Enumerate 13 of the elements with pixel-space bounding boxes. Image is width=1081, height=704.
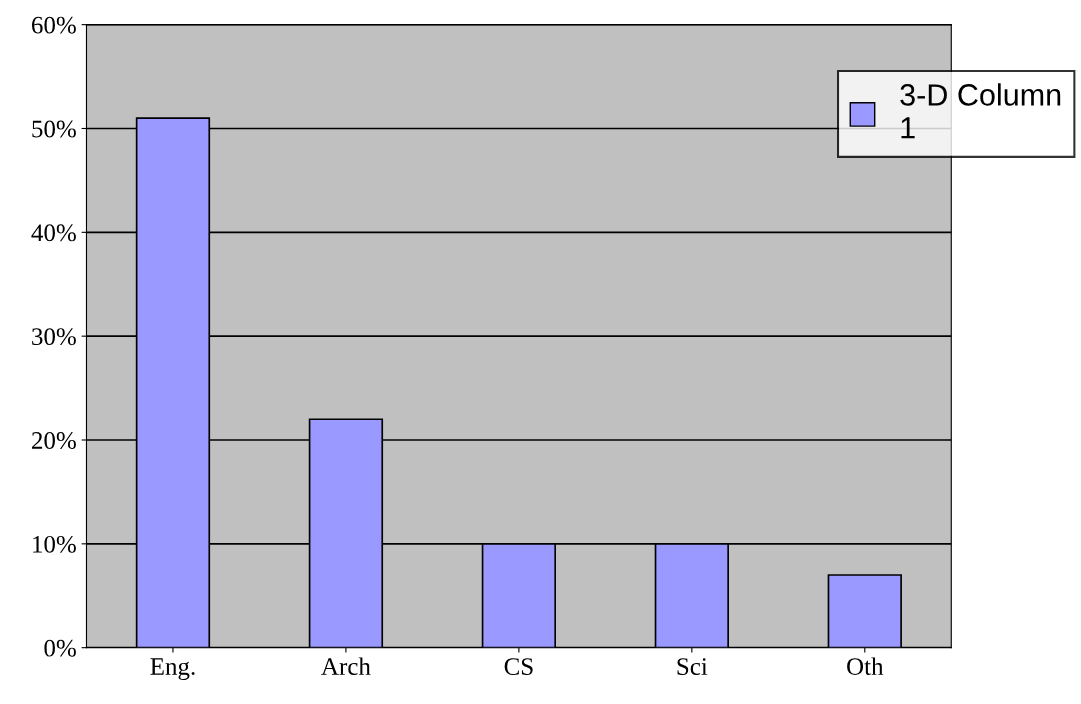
y-tick-label: 20% <box>32 432 76 449</box>
x-tick-label: Sci <box>677 658 708 675</box>
y-tick-label: 30% <box>32 328 76 346</box>
y-tick-label: 50% <box>32 120 76 138</box>
y-tick-label: 0% <box>44 639 76 657</box>
x-tick-label: Eng. <box>150 658 195 681</box>
x-tick-label: Arch <box>321 657 371 675</box>
x-tick-label: Oth <box>847 657 884 675</box>
x-tick-label: CS <box>504 658 533 675</box>
y-tick-label: 60% <box>32 16 76 34</box>
legend-label: 3-D Column 1 <box>900 83 1061 139</box>
y-tick-label: 10% <box>33 535 76 553</box>
y-tick-label: 40% <box>31 224 76 242</box>
